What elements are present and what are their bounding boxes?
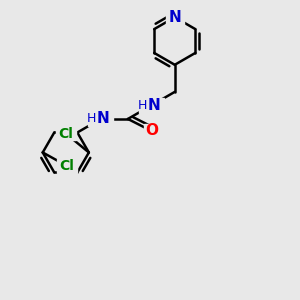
Bar <box>88 112 113 126</box>
Text: N: N <box>148 98 160 113</box>
Text: H: H <box>137 99 147 112</box>
Text: N: N <box>168 10 181 25</box>
Bar <box>144 124 159 137</box>
Bar <box>57 159 77 172</box>
Bar <box>139 98 164 113</box>
Text: O: O <box>145 123 158 138</box>
Text: N: N <box>97 112 110 127</box>
Text: Cl: Cl <box>60 159 74 173</box>
Bar <box>166 10 184 25</box>
Text: H: H <box>87 112 96 125</box>
Bar <box>56 127 76 140</box>
Text: Cl: Cl <box>58 127 73 140</box>
